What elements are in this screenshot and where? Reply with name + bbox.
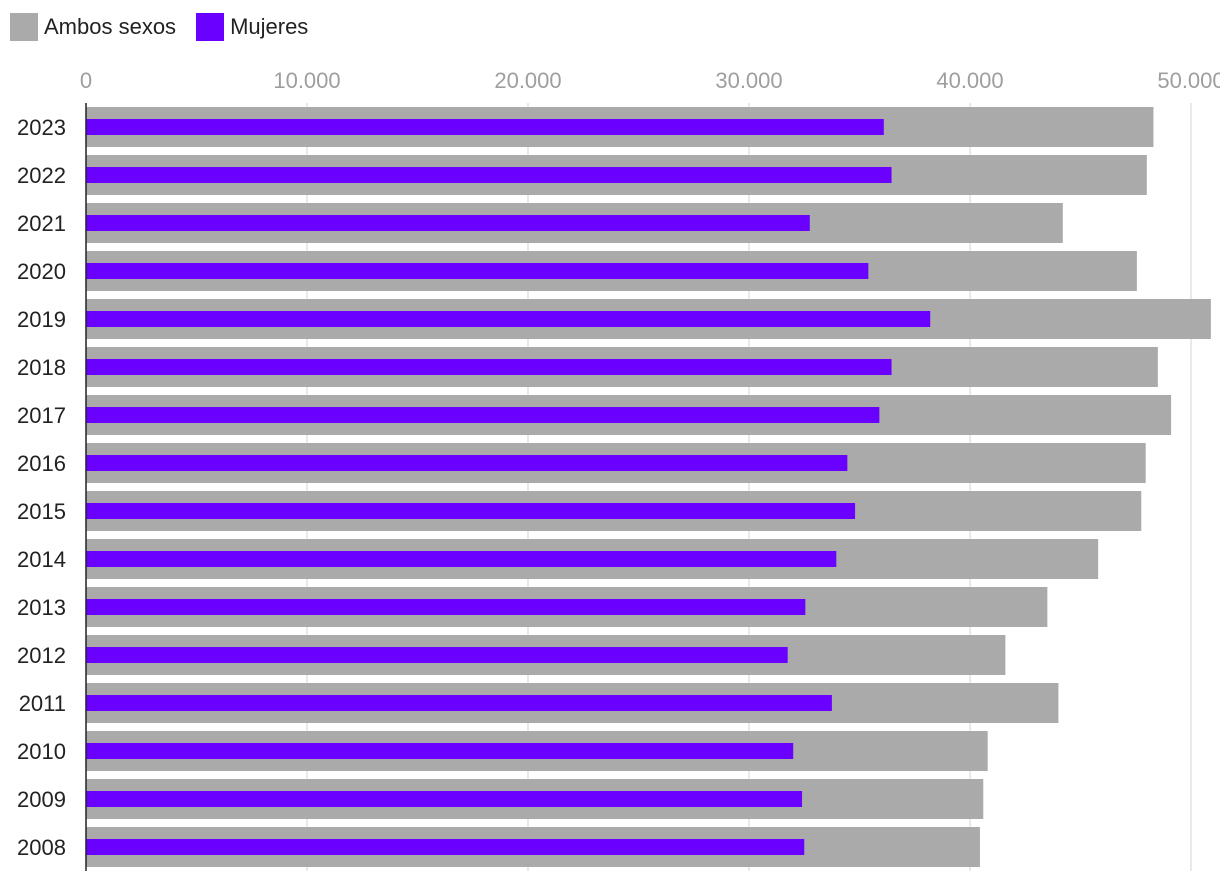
legend: Ambos sexos Mujeres	[10, 12, 328, 42]
y-category-label-2023: 2023	[17, 115, 66, 140]
y-category-label-2022: 2022	[17, 163, 66, 188]
x-tick-label-4: 40.000	[936, 68, 1003, 93]
bar-mujeres-2019	[86, 311, 931, 327]
bar-mujeres-2020	[86, 263, 869, 279]
y-category-label-2012: 2012	[17, 643, 66, 668]
bar-mujeres-2012	[86, 647, 788, 663]
x-tick-label-1: 10.000	[273, 68, 340, 93]
x-tick-label-0: 0	[80, 68, 92, 93]
y-category-label-2020: 2020	[17, 259, 66, 284]
y-category-label-2010: 2010	[17, 739, 66, 764]
bar-mujeres-2008	[86, 839, 805, 855]
bar-mujeres-2013	[86, 599, 806, 615]
y-category-label-2018: 2018	[17, 355, 66, 380]
legend-item-ambos-sexos[interactable]: Ambos sexos	[10, 13, 176, 41]
bar-mujeres-2014	[86, 551, 837, 567]
bar-mujeres-2022	[86, 167, 892, 183]
y-category-label-2008: 2008	[17, 835, 66, 860]
y-category-label-2011: 2011	[19, 691, 66, 716]
legend-label-mujeres: Mujeres	[230, 14, 309, 39]
x-tick-label-3: 30.000	[715, 68, 782, 93]
bar-mujeres-2023	[86, 119, 884, 135]
y-category-label-2014: 2014	[17, 547, 66, 572]
y-category-label-2015: 2015	[17, 499, 66, 524]
bar-mujeres-2018	[86, 359, 892, 375]
bar-mujeres-2015	[86, 503, 856, 519]
legend-swatch-ambos-sexos	[10, 13, 38, 41]
bar-mujeres-2021	[86, 215, 810, 231]
y-category-label-2017: 2017	[17, 403, 66, 428]
x-tick-label-2: 20.000	[494, 68, 561, 93]
y-category-label-2009: 2009	[17, 787, 66, 812]
bar-mujeres-2017	[86, 407, 880, 423]
y-category-label-2013: 2013	[17, 595, 66, 620]
x-tick-label-5: 50.000	[1157, 68, 1220, 93]
y-category-label-2021: 2021	[17, 211, 66, 236]
bar-mujeres-2016	[86, 455, 848, 471]
legend-label-ambos-sexos: Ambos sexos	[44, 14, 177, 39]
y-category-label-2016: 2016	[17, 451, 66, 476]
bar-mujeres-2011	[86, 695, 832, 711]
y-category-label-2019: 2019	[17, 307, 66, 332]
bar-mujeres-2009	[86, 791, 803, 807]
legend-swatch-mujeres	[196, 13, 225, 41]
legend-item-mujeres[interactable]: Mujeres	[196, 13, 308, 41]
bar-mujeres-2010	[86, 743, 794, 759]
